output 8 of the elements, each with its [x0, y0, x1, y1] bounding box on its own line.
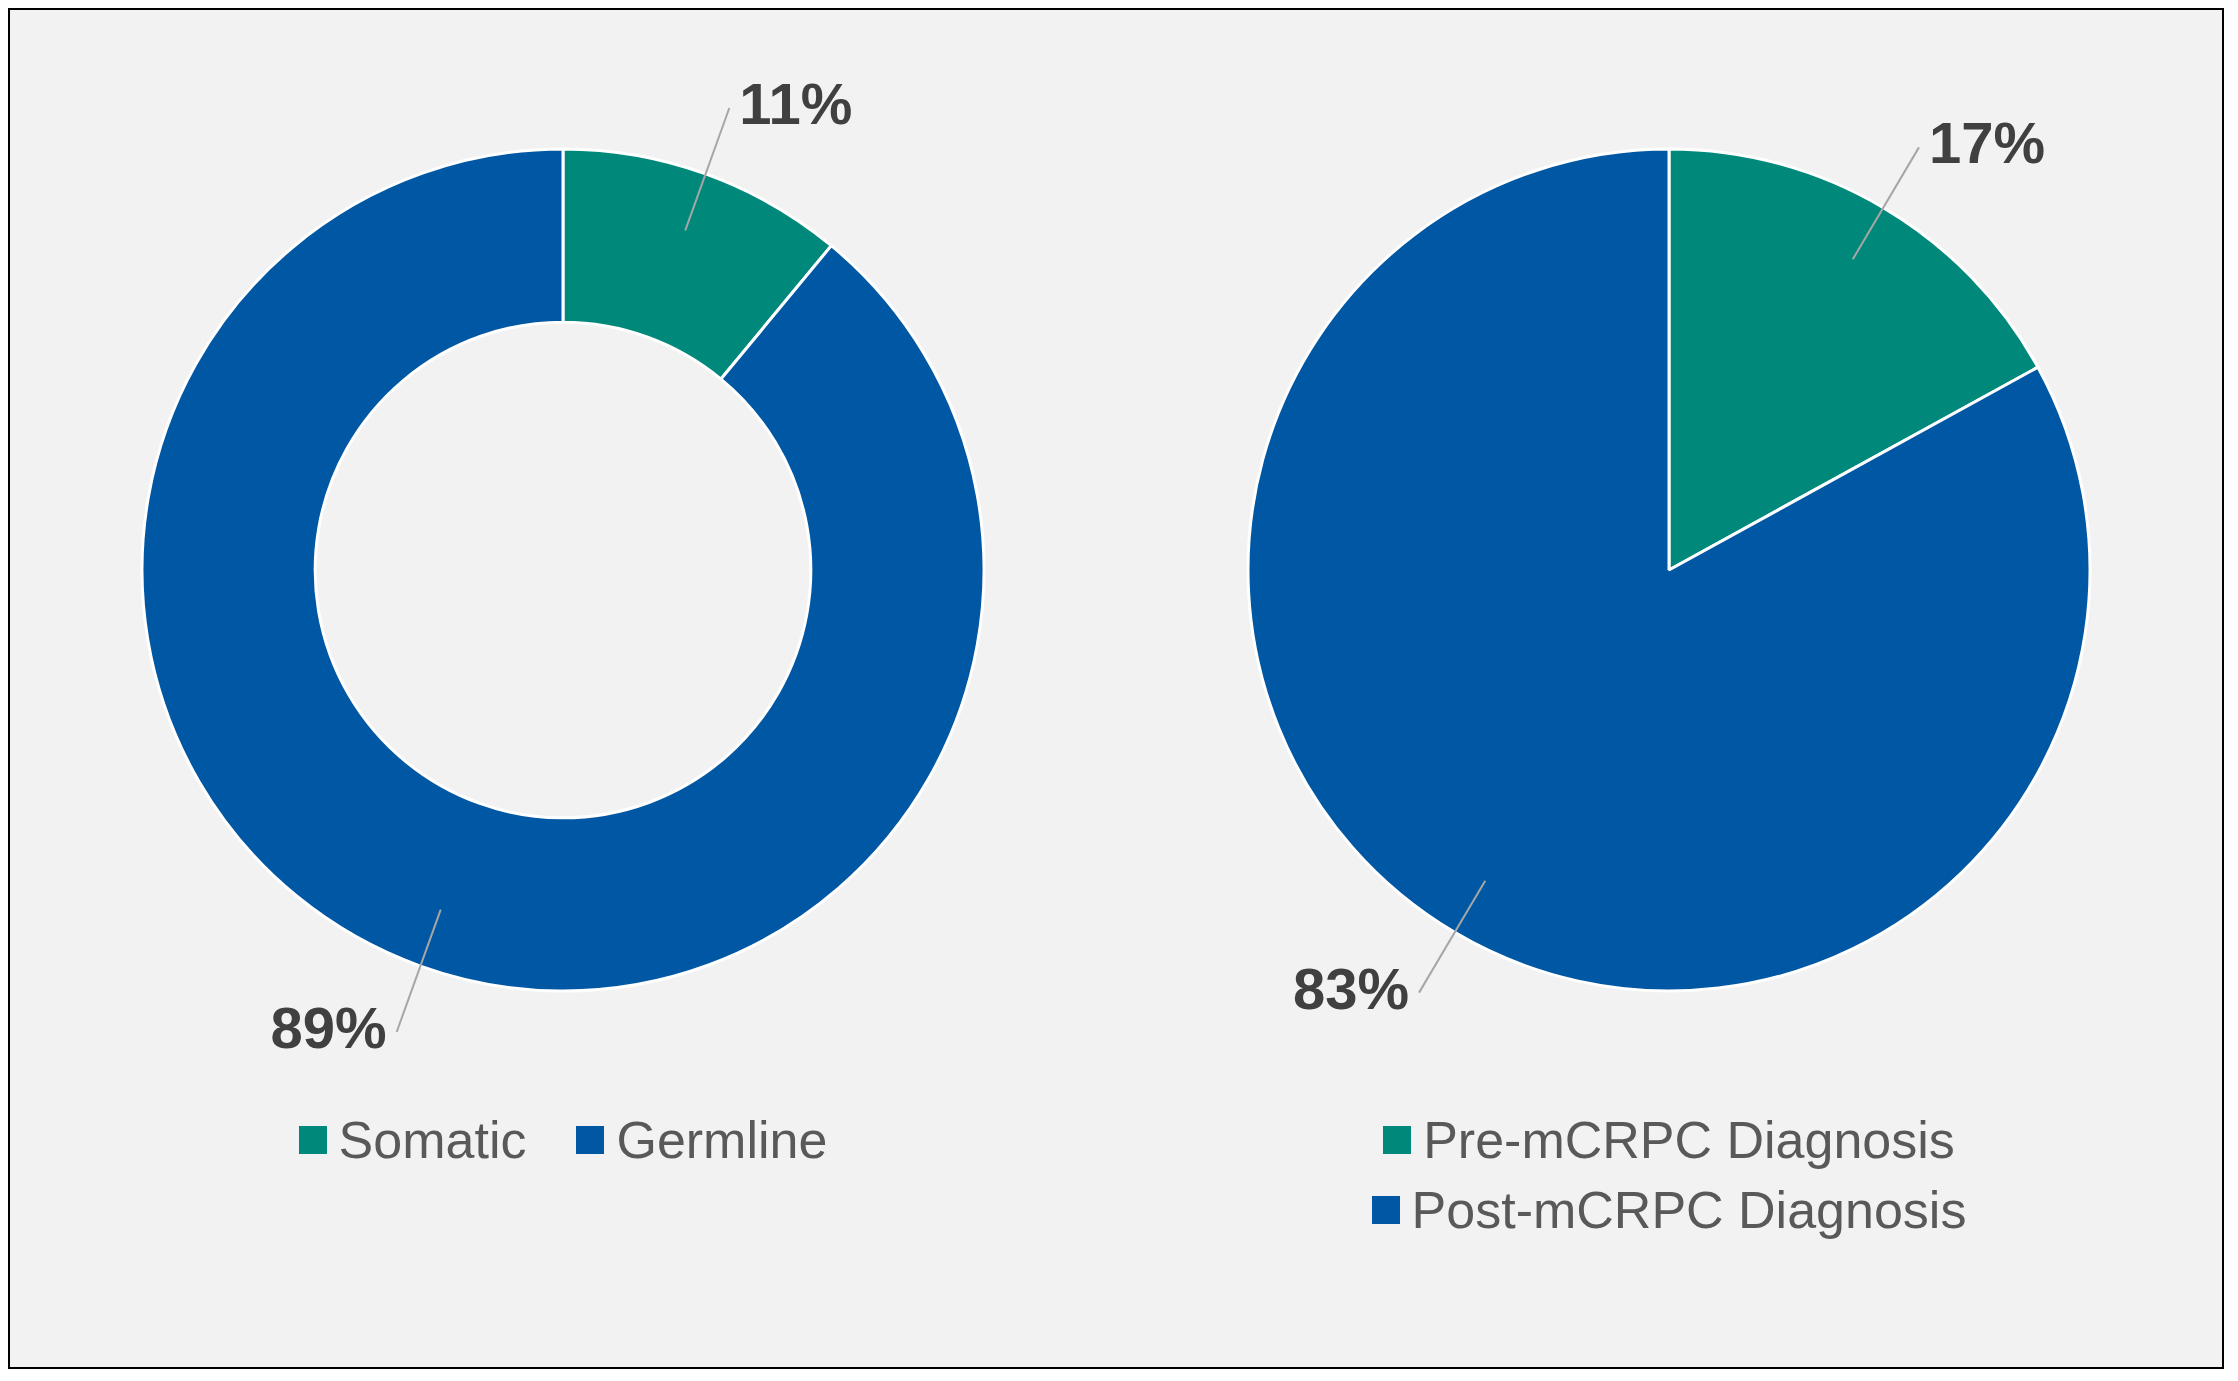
legend-label: Pre-mCRPC Diagnosis: [1423, 1110, 1955, 1170]
data-label: 17%: [1928, 110, 2046, 176]
data-label: 89%: [270, 994, 387, 1060]
data-label: 83%: [1292, 955, 1410, 1021]
data-label: 11%: [739, 71, 853, 137]
legend-label: Post-mCRPC Diagnosis: [1411, 1180, 1967, 1240]
legend-label: Germline: [616, 1110, 828, 1170]
legend-label: Somatic: [338, 1110, 527, 1170]
